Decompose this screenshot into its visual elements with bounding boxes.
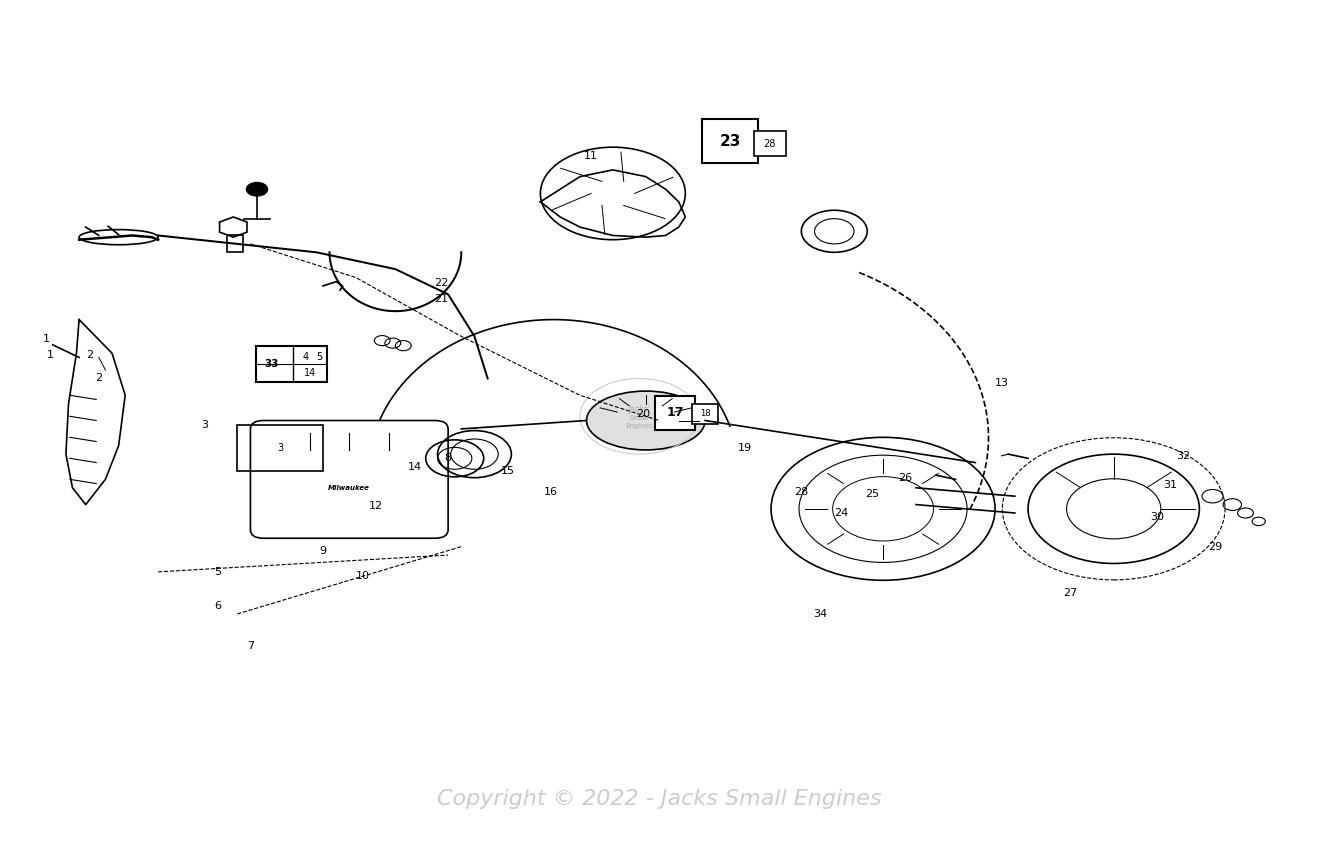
Text: 31: 31 <box>1164 480 1177 490</box>
Text: 6: 6 <box>214 600 221 611</box>
Text: 5: 5 <box>214 567 221 577</box>
Text: 28: 28 <box>795 487 808 497</box>
Text: 1: 1 <box>46 350 54 360</box>
Text: 2: 2 <box>95 373 103 383</box>
Text: 16: 16 <box>544 487 558 497</box>
Text: 17: 17 <box>666 406 684 420</box>
Text: 24: 24 <box>834 508 847 518</box>
Text: 3: 3 <box>200 420 208 430</box>
Text: 26: 26 <box>899 473 912 483</box>
FancyBboxPatch shape <box>754 131 786 156</box>
Text: 33: 33 <box>264 359 279 369</box>
Text: 2: 2 <box>86 350 94 360</box>
Text: 8: 8 <box>444 453 452 463</box>
Text: 29: 29 <box>1209 542 1222 552</box>
Text: 15: 15 <box>501 466 514 476</box>
Bar <box>227 235 243 252</box>
FancyBboxPatch shape <box>692 404 718 424</box>
Text: 34: 34 <box>813 609 826 619</box>
Text: 5: 5 <box>316 352 323 362</box>
Text: 13: 13 <box>995 378 1008 388</box>
Text: 27: 27 <box>1064 588 1077 598</box>
Text: Engines: Engines <box>626 422 652 429</box>
Circle shape <box>246 182 268 196</box>
FancyBboxPatch shape <box>702 119 758 163</box>
Bar <box>237 425 323 471</box>
Ellipse shape <box>587 391 705 450</box>
Text: Copyright © 2022 - Jacks Small Engines: Copyright © 2022 - Jacks Small Engines <box>436 789 882 809</box>
Text: 14: 14 <box>303 368 316 378</box>
Text: 10: 10 <box>356 571 369 581</box>
FancyBboxPatch shape <box>655 396 695 430</box>
Text: Small: Small <box>630 415 648 421</box>
FancyBboxPatch shape <box>256 346 327 382</box>
Text: 7: 7 <box>246 641 254 651</box>
Text: 20: 20 <box>637 409 650 419</box>
Text: 23: 23 <box>720 134 741 149</box>
Text: 19: 19 <box>738 443 751 453</box>
Text: 14: 14 <box>409 462 422 472</box>
Text: 4: 4 <box>303 352 308 362</box>
Text: 30: 30 <box>1151 512 1164 522</box>
Text: 21: 21 <box>435 294 448 304</box>
Text: 28: 28 <box>763 139 776 149</box>
Text: 1: 1 <box>42 334 50 344</box>
Text: 12: 12 <box>369 501 382 511</box>
Text: Jacks': Jacks' <box>629 405 650 414</box>
Text: 25: 25 <box>866 489 879 499</box>
Text: 11: 11 <box>584 151 597 161</box>
Text: Milwaukee: Milwaukee <box>328 484 370 491</box>
Text: 32: 32 <box>1177 451 1190 461</box>
Text: 3: 3 <box>277 443 283 452</box>
Text: 22: 22 <box>435 278 448 288</box>
Text: 9: 9 <box>319 546 327 556</box>
Text: 18: 18 <box>700 410 710 418</box>
